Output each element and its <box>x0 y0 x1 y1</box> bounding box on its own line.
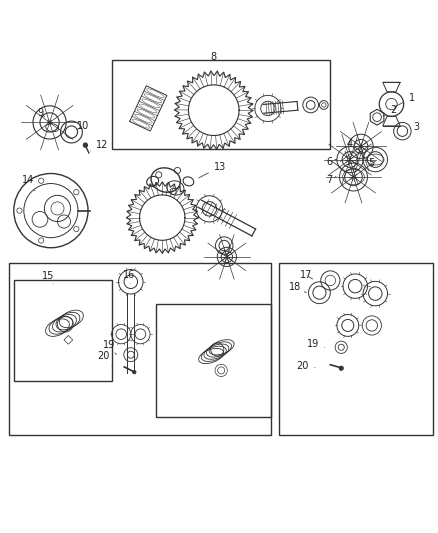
Text: 17: 17 <box>300 270 313 280</box>
Text: 15: 15 <box>42 271 54 284</box>
Text: 20: 20 <box>97 351 112 366</box>
Text: 19: 19 <box>103 340 117 354</box>
Circle shape <box>83 143 88 147</box>
Text: 8: 8 <box>211 52 217 62</box>
Text: 13: 13 <box>199 162 226 178</box>
Text: 14: 14 <box>21 175 35 191</box>
Text: 2: 2 <box>383 105 397 116</box>
Text: 6: 6 <box>326 157 337 167</box>
Text: 9: 9 <box>38 108 45 118</box>
Text: 5: 5 <box>368 158 374 167</box>
Text: 10: 10 <box>77 121 89 131</box>
Circle shape <box>133 370 136 374</box>
Text: 4: 4 <box>347 139 359 149</box>
Text: 16: 16 <box>124 270 136 283</box>
Text: 18: 18 <box>289 282 306 293</box>
Text: 7: 7 <box>326 175 336 185</box>
Circle shape <box>339 366 343 370</box>
Text: 20: 20 <box>297 361 315 371</box>
Text: 1: 1 <box>394 93 415 107</box>
Text: 3: 3 <box>407 122 420 132</box>
Text: 12: 12 <box>91 140 108 151</box>
Text: 19: 19 <box>307 339 325 349</box>
